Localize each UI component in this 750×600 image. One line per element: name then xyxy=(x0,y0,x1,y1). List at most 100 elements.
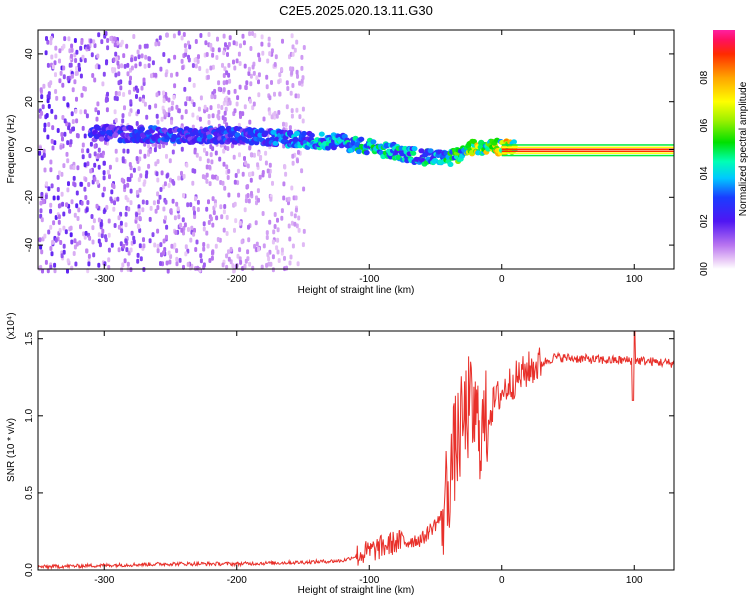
spectrogram-cell xyxy=(75,96,78,102)
spectrogram-cell xyxy=(192,206,196,211)
spectrogram-cell xyxy=(87,182,91,187)
spectrogram-ridge-blob xyxy=(410,150,417,156)
spectrogram-cell xyxy=(155,113,159,119)
spectrogram-cell xyxy=(191,180,195,186)
spectrogram-cell xyxy=(148,238,152,244)
spectrogram-cell xyxy=(245,80,249,86)
x-tick-label: -300 xyxy=(94,575,114,586)
spectrogram-cell xyxy=(138,228,142,233)
snr-y-ticks: 0.0 0.5 1.0 1.5 xyxy=(24,331,674,577)
spectrogram-cell xyxy=(206,243,210,249)
spectrogram-cell xyxy=(156,228,160,234)
spectrogram-cell xyxy=(194,63,198,69)
spectrogram-cell xyxy=(181,65,185,71)
spectrogram-cell xyxy=(66,75,70,81)
spectrogram-cell xyxy=(209,216,213,222)
spectrogram-cell xyxy=(116,60,120,66)
spectrogram-cell xyxy=(206,74,210,80)
spectrogram-cell xyxy=(126,62,130,68)
spectrogram-cell xyxy=(117,215,121,221)
spectrogram-cell xyxy=(56,195,60,201)
spectrogram-cell xyxy=(129,267,133,273)
spectrogram-cell xyxy=(217,47,221,53)
spectrogram-cell xyxy=(247,198,251,204)
spectrogram-cell xyxy=(301,242,305,248)
spectrogram-cell xyxy=(232,154,236,160)
spectrogram-cell xyxy=(222,227,226,233)
colorbar-gradient xyxy=(713,30,735,269)
spectrogram-cell xyxy=(75,49,79,55)
spectrogram-cell xyxy=(62,65,66,71)
spectrogram-cell xyxy=(266,168,270,174)
spectrogram-cell xyxy=(76,216,80,221)
spectrogram-cell xyxy=(138,156,142,162)
spectrogram-ridge-blob xyxy=(117,138,124,144)
spectrogram-cell xyxy=(136,258,140,264)
spectrogram-cell xyxy=(157,41,161,47)
spectrogram-cell xyxy=(171,179,175,184)
spectrogram-cell xyxy=(136,49,140,55)
spectrogram-cell xyxy=(130,65,134,71)
spectrogram-cell xyxy=(276,227,280,233)
spectrogram-cell xyxy=(144,54,148,60)
spectrogram-cell xyxy=(114,90,118,96)
spectrogram-cell xyxy=(129,99,133,105)
spectrogram-cell xyxy=(116,40,119,46)
spectrogram-cell xyxy=(289,66,293,72)
spectrogram-cell xyxy=(211,196,215,202)
spectrogram-cell xyxy=(288,260,292,266)
spectrogram-cell xyxy=(211,249,215,255)
y-tick-label: 40 xyxy=(24,48,35,60)
spectrogram-cell xyxy=(69,62,73,68)
spectrogram-cell xyxy=(66,268,69,274)
spectrogram-cell xyxy=(172,94,176,100)
spectrogram-cell xyxy=(90,214,94,219)
spectrogram-cell xyxy=(46,39,50,45)
spectrogram-cell xyxy=(96,53,100,59)
spectrogram-cell xyxy=(179,222,183,228)
spectrogram-cell xyxy=(165,224,169,230)
spectrogram-cell xyxy=(106,45,110,51)
spectrogram-cell xyxy=(136,109,140,115)
spectrogram-cell xyxy=(193,149,197,155)
spectrogram-cell xyxy=(211,47,215,53)
spectrogram-cell xyxy=(39,244,43,250)
spectrogram-cell xyxy=(145,43,149,49)
spectrogram-cell xyxy=(209,105,213,111)
spectrogram-cell xyxy=(172,33,176,39)
spectrogram-cell xyxy=(94,64,98,70)
snr-x-ticks: -300 -200 -100 0 100 xyxy=(94,331,643,586)
spectrogram-cell xyxy=(182,32,186,37)
spectrogram-cell xyxy=(167,183,171,188)
spectrogram-cell xyxy=(49,264,53,270)
spectrogram-cell xyxy=(120,177,124,183)
spectrogram-cell xyxy=(120,267,124,273)
spectrogram-cell xyxy=(162,206,166,212)
spectrogram-cell xyxy=(138,44,142,50)
spectrogram-ridge-blob xyxy=(139,126,145,132)
spectrogram-cell xyxy=(214,150,218,156)
spectrogram-cell xyxy=(270,80,273,85)
spectrogram-cell xyxy=(268,110,272,116)
spectrogram-cell xyxy=(69,232,73,238)
spectrogram-cell xyxy=(277,110,281,115)
spectrogram-ridge-blob xyxy=(272,140,279,146)
spectrogram-cell xyxy=(61,115,65,120)
spectrogram-cell xyxy=(261,211,265,216)
spectrogram-cell xyxy=(62,96,66,102)
spectrogram-cell xyxy=(145,200,149,205)
y-tick-label: 1.5 xyxy=(24,331,35,345)
spectrogram-cell xyxy=(126,182,130,188)
spectrogram-ridge-blob xyxy=(431,158,438,164)
spectrogram-cell xyxy=(205,178,209,184)
spectrogram-cell xyxy=(135,189,139,195)
spectrogram-cell xyxy=(220,105,224,110)
spectrogram-cell xyxy=(173,54,177,60)
spectrogram-cell xyxy=(236,180,240,186)
spectrogram-cell xyxy=(205,68,209,74)
spectrogram-cell xyxy=(105,107,109,113)
spectrogram-cell xyxy=(302,45,306,50)
spectrogram-cell xyxy=(92,252,96,258)
spectrogram-cell xyxy=(247,71,251,76)
spectrogram-cell xyxy=(282,181,286,187)
